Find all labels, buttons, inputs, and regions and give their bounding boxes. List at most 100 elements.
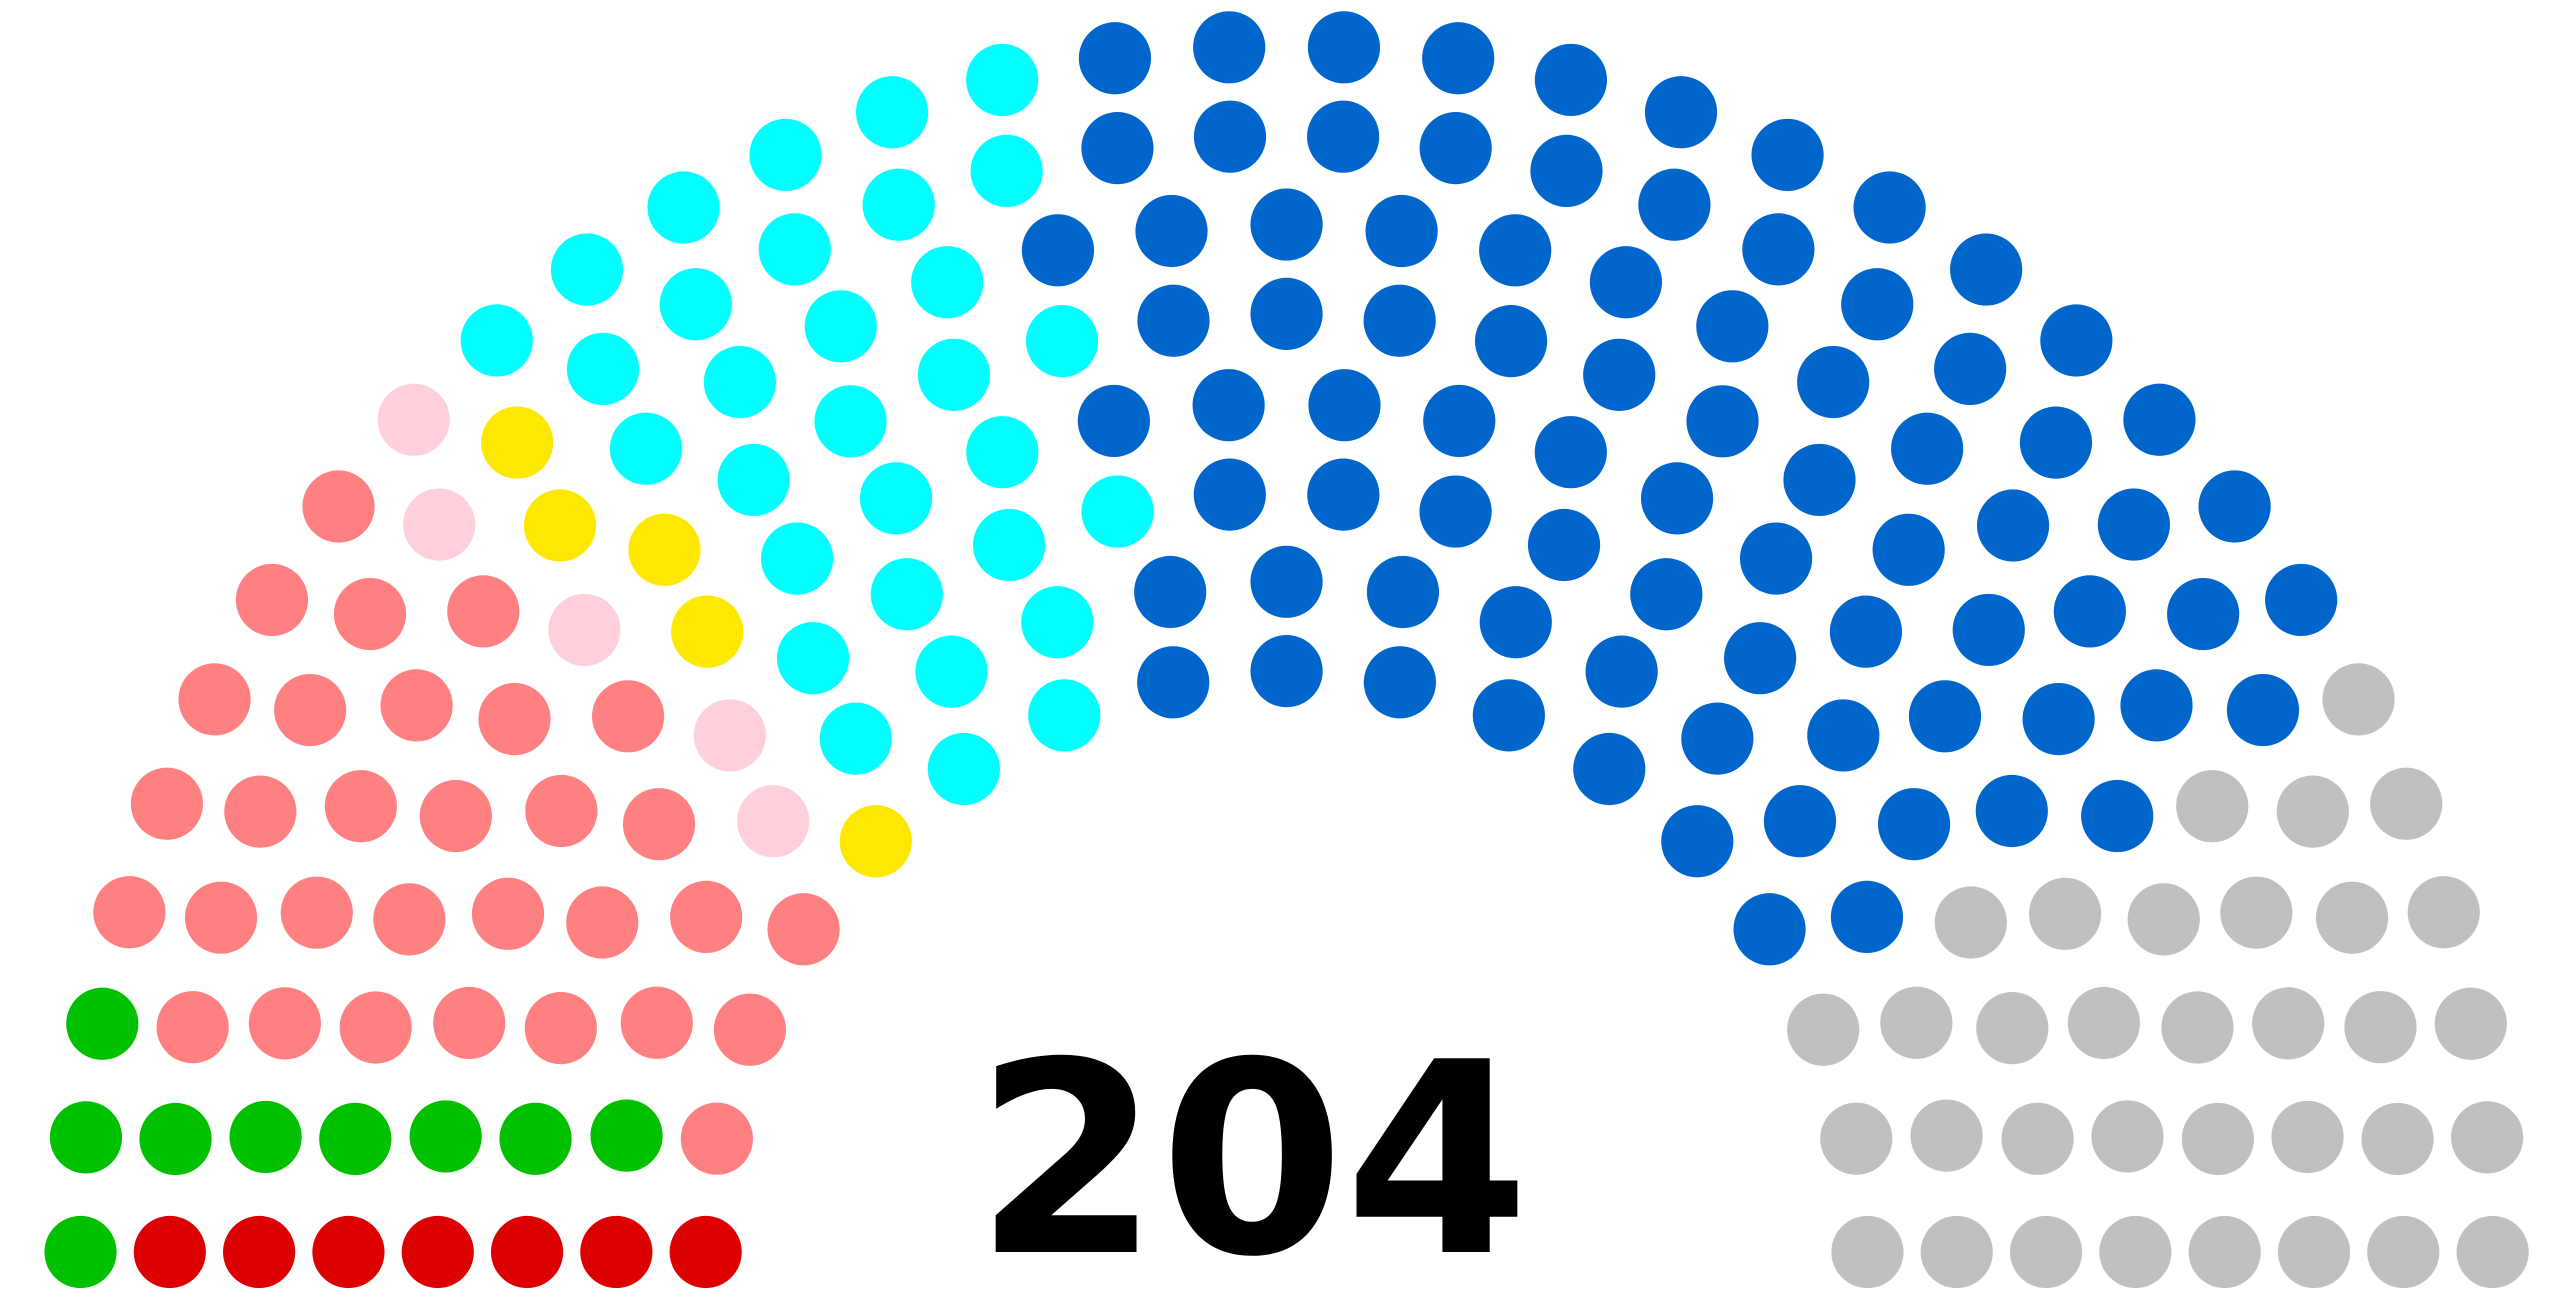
seat	[49, 1101, 123, 1174]
seat	[1853, 171, 1926, 244]
seat	[749, 118, 822, 192]
seat	[1830, 880, 1904, 954]
seat	[550, 233, 624, 306]
seat	[670, 880, 743, 954]
seat	[966, 43, 1039, 117]
seat	[839, 805, 912, 878]
seat	[859, 462, 933, 535]
seat	[380, 669, 453, 742]
seat	[1583, 338, 1656, 411]
seat	[1891, 412, 1964, 485]
seat	[524, 992, 597, 1065]
seat	[2226, 673, 2300, 747]
seat	[776, 622, 850, 695]
seat	[274, 673, 347, 747]
seat	[972, 508, 1046, 582]
seat	[1877, 788, 1951, 861]
seat	[2161, 991, 2234, 1064]
seat	[2181, 1102, 2254, 1176]
seat	[447, 575, 520, 648]
seat	[1479, 214, 1552, 287]
seat	[1474, 305, 1548, 378]
seat	[224, 775, 297, 848]
seat	[1028, 679, 1101, 752]
seat	[133, 1215, 206, 1289]
seat	[280, 876, 353, 949]
seat	[1872, 513, 1945, 586]
seat	[1081, 475, 1154, 548]
seat	[1920, 1215, 1993, 1289]
seat	[178, 663, 251, 736]
seat	[1078, 22, 1152, 95]
seat	[566, 332, 640, 406]
seat	[760, 522, 834, 595]
seat	[1807, 699, 1880, 772]
seat	[2081, 779, 2154, 853]
seat	[2198, 470, 2271, 543]
seat	[1976, 992, 2049, 1065]
seat	[235, 563, 309, 637]
seat	[2370, 767, 2443, 840]
seat	[312, 1215, 385, 1289]
seat	[911, 246, 984, 319]
seat	[333, 577, 407, 651]
seat	[1686, 385, 1759, 458]
seat	[184, 881, 258, 954]
seat	[2344, 991, 2417, 1064]
seat	[1661, 805, 1734, 878]
seat	[1021, 214, 1095, 287]
seat	[659, 268, 732, 341]
seat	[2271, 1100, 2344, 1174]
seat	[2019, 406, 2093, 479]
seat	[2276, 775, 2349, 848]
seat	[93, 876, 166, 949]
seat	[1307, 11, 1381, 84]
seat	[1638, 168, 1711, 241]
seat	[1530, 134, 1603, 208]
seat	[1363, 646, 1436, 719]
seat	[1976, 489, 2050, 562]
seat	[2322, 663, 2395, 736]
seat	[1829, 595, 1903, 668]
seat	[2220, 876, 2293, 949]
seat	[862, 168, 935, 241]
seat	[1250, 635, 1323, 708]
seat	[1751, 118, 1824, 192]
seat	[680, 1102, 753, 1175]
seat	[1910, 1099, 1983, 1172]
seat	[139, 1102, 212, 1176]
seat	[1135, 194, 1208, 268]
seat	[1831, 1215, 1904, 1289]
seat	[1787, 993, 1860, 1066]
seat	[870, 558, 943, 631]
seat	[915, 635, 988, 708]
seat	[2367, 1215, 2440, 1289]
seat	[1950, 233, 2023, 306]
seat	[1841, 268, 1914, 341]
seat	[433, 986, 506, 1060]
seat	[1763, 785, 1837, 858]
seat	[1585, 635, 1658, 708]
seat	[1472, 679, 1545, 752]
seat	[1365, 194, 1438, 268]
seat	[804, 290, 877, 363]
seat	[1423, 384, 1496, 458]
seat	[2127, 883, 2200, 956]
seat	[669, 1215, 742, 1289]
seat	[1137, 646, 1210, 719]
seat	[1193, 100, 1267, 173]
seat	[377, 383, 450, 456]
seat	[1193, 458, 1266, 531]
seat	[548, 593, 621, 667]
seat	[1363, 284, 1436, 357]
seat	[737, 785, 810, 858]
seat	[1134, 555, 1207, 629]
seat	[44, 1215, 117, 1289]
seat	[1934, 886, 2007, 959]
seat	[703, 345, 777, 419]
seat	[1419, 112, 1492, 185]
seat	[609, 412, 683, 485]
seat	[130, 767, 203, 840]
seat	[1975, 774, 2048, 848]
